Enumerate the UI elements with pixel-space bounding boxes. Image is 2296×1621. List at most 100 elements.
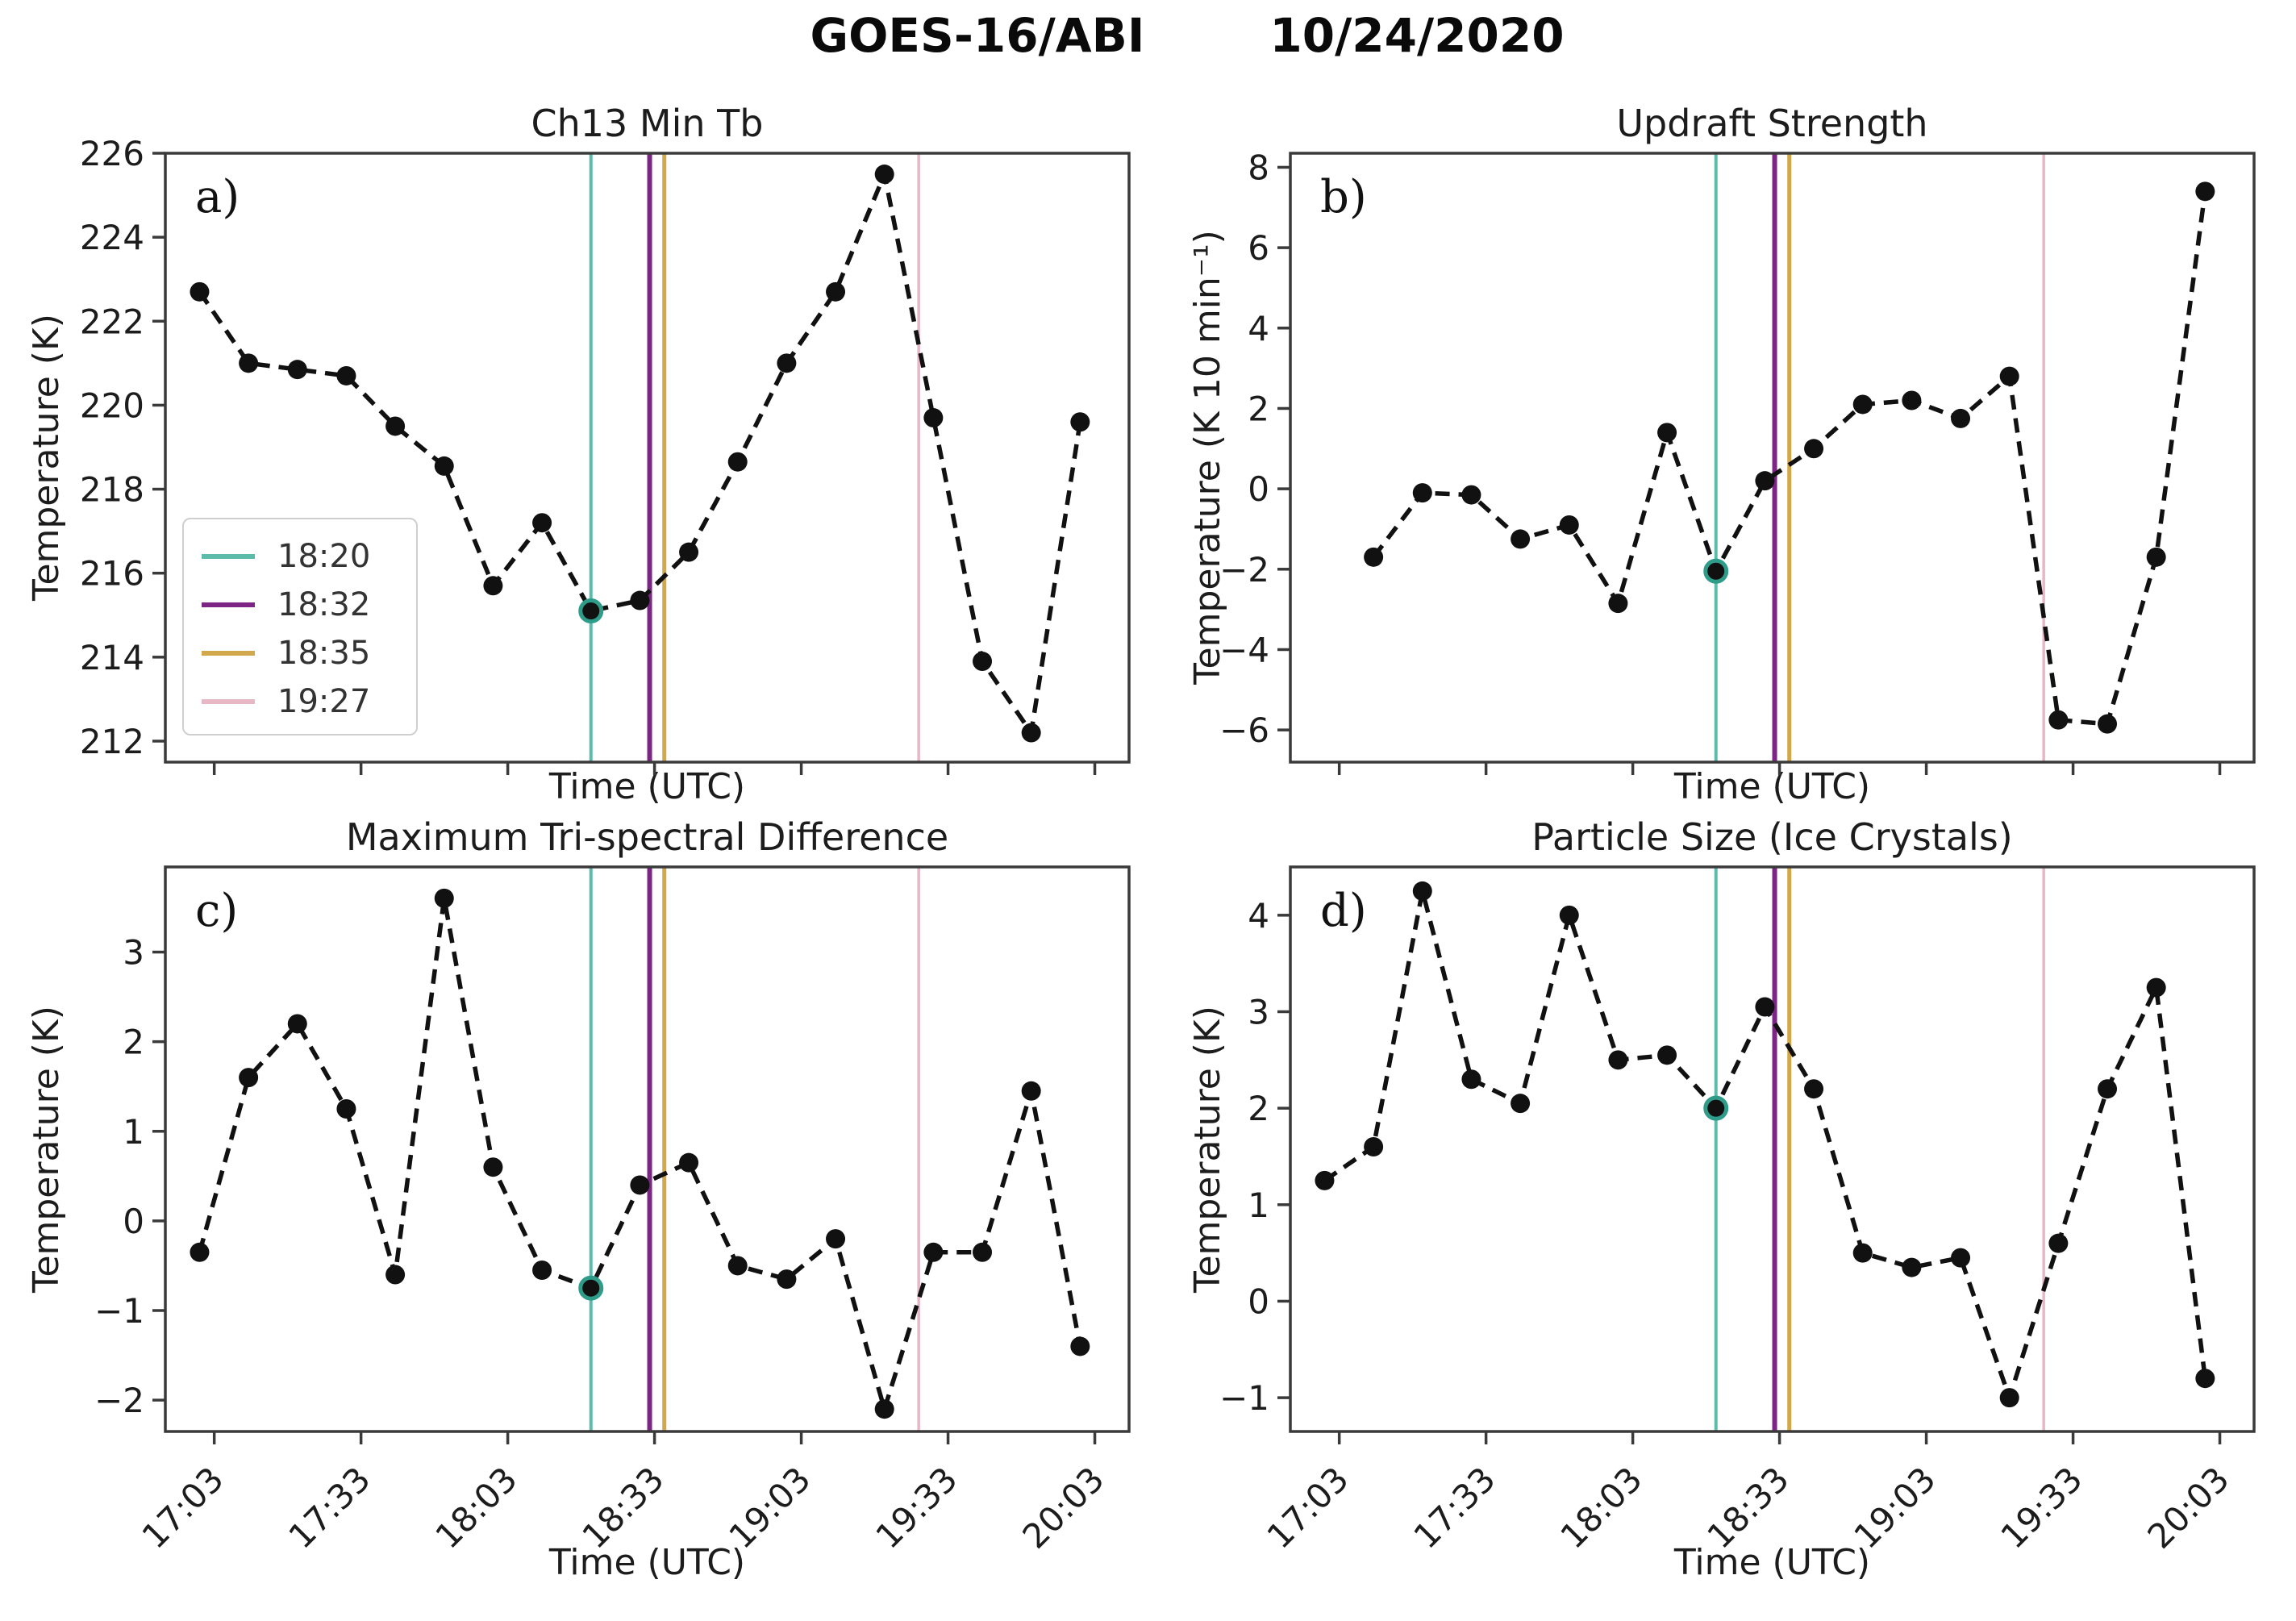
data-point [679, 542, 699, 562]
data-point [1999, 1388, 2019, 1408]
data-point [532, 1261, 552, 1280]
data-point-highlighted [578, 598, 604, 624]
y-tick-label: −2 [1219, 550, 1269, 590]
data-point [434, 456, 454, 476]
data-point [287, 1014, 307, 1034]
panel-c-ylabel: Temperature (K) [26, 1006, 67, 1293]
y-tick-label: 216 [80, 554, 144, 594]
y-tick-label: 218 [80, 470, 144, 510]
data-point [1999, 366, 2019, 386]
y-tick-label: 0 [1248, 469, 1269, 509]
data-point [1070, 1336, 1090, 1356]
y-tick-label: 8 [1248, 148, 1269, 187]
panel-d-title: Particle Size (Ice Crystals) [1531, 815, 2013, 859]
y-tick-label: 224 [80, 218, 144, 257]
panel-d-letter: d) [1320, 885, 1367, 937]
legend-item: 18:32 [184, 581, 416, 629]
data-point [336, 1099, 356, 1119]
data-point [434, 888, 454, 908]
panel-a-xlabel: Time (UTC) [548, 766, 746, 807]
y-tick-label: −1 [94, 1291, 144, 1331]
data-point [1461, 1069, 1481, 1090]
y-tick-label: −1 [1219, 1378, 1269, 1418]
data-point [1461, 485, 1481, 505]
y-tick-label: 6 [1248, 228, 1269, 268]
data-point [385, 416, 406, 436]
data-point [483, 576, 503, 596]
data-point [973, 1242, 993, 1262]
data-point [239, 1068, 259, 1088]
legend-label: 19:27 [277, 683, 371, 720]
legend-item: 18:35 [184, 629, 416, 677]
data-point [630, 1175, 650, 1195]
data-point [1804, 1079, 1824, 1099]
y-tick-label: 222 [80, 302, 144, 341]
data-point [1021, 723, 1041, 743]
panel-a-ylabel: Temperature (K) [26, 314, 67, 601]
legend-item: 18:20 [184, 532, 416, 581]
data-point [2195, 181, 2215, 202]
y-tick-label: 0 [123, 1202, 144, 1241]
y-tick-label: 4 [1248, 309, 1269, 348]
panel-d-xlabel: Time (UTC) [1673, 1542, 1871, 1583]
data-point [1951, 1248, 1971, 1268]
y-tick-label: 214 [80, 638, 144, 677]
y-tick-label: 1 [1248, 1186, 1269, 1225]
data-point-highlighted [578, 1275, 604, 1301]
panel-a-plot: 212 214 216 218 220 222 224 226 [80, 134, 1131, 775]
legend-item: 19:27 [184, 677, 416, 726]
data-point [2098, 1079, 2118, 1099]
y-tick-label: 220 [80, 385, 144, 425]
panel-a-title: Ch13 Min Tb [531, 102, 764, 145]
data-point [2048, 710, 2069, 730]
data-point [190, 1242, 210, 1262]
legend-line-swatch-1820 [202, 554, 255, 559]
y-tick-label: 2 [1248, 389, 1269, 428]
panel-a-letter: a) [195, 171, 240, 223]
data-point [1755, 471, 1775, 491]
data-point [1902, 1257, 1922, 1277]
data-point [2195, 1369, 2215, 1389]
data-point [777, 1269, 797, 1290]
data-point [190, 281, 210, 302]
data-line [1323, 890, 2208, 1405]
data-point [1608, 594, 1628, 614]
data-point [1021, 1081, 1041, 1101]
data-point [336, 365, 356, 385]
data-point [1364, 547, 1384, 567]
legend-label: 18:20 [277, 538, 371, 575]
data-point [727, 1256, 748, 1276]
y-tick-label: 1 [123, 1112, 144, 1152]
plot-frame [164, 152, 1131, 764]
data-point [874, 165, 894, 185]
panel-b-ylabel: Temperature (K 10 min⁻¹) [1187, 230, 1228, 685]
panel-b-plot: −6 −4 −2 0 2 4 6 8 [1219, 148, 2256, 775]
legend: 18:20 18:32 18:35 19:27 [182, 518, 418, 735]
panel-c-xlabel: Time (UTC) [548, 1542, 746, 1583]
data-point [1951, 408, 1971, 428]
data-point [1657, 1045, 1677, 1065]
panel-d-ylabel: Temperature (K) [1187, 1006, 1228, 1293]
legend-line-swatch-1927 [202, 699, 255, 704]
panel-c-letter: c) [195, 885, 239, 937]
data-point [630, 590, 650, 610]
figure-title-date: 10/24/2020 [1269, 8, 1565, 63]
data-point [1755, 997, 1775, 1017]
data-point [679, 1152, 699, 1173]
legend-label: 18:32 [277, 586, 371, 623]
figure-title-instrument: GOES-16/ABI [810, 8, 1145, 63]
data-point [532, 513, 552, 533]
data-point [874, 1399, 894, 1419]
data-point [777, 353, 797, 373]
y-tick-label: 3 [1248, 992, 1269, 1031]
data-point [1902, 390, 1922, 410]
data-point [483, 1157, 503, 1177]
data-point [1608, 1050, 1628, 1070]
data-point [287, 360, 307, 380]
plot-frame [1289, 152, 2256, 764]
legend-label: 18:35 [277, 635, 371, 672]
data-point [1412, 483, 1432, 503]
